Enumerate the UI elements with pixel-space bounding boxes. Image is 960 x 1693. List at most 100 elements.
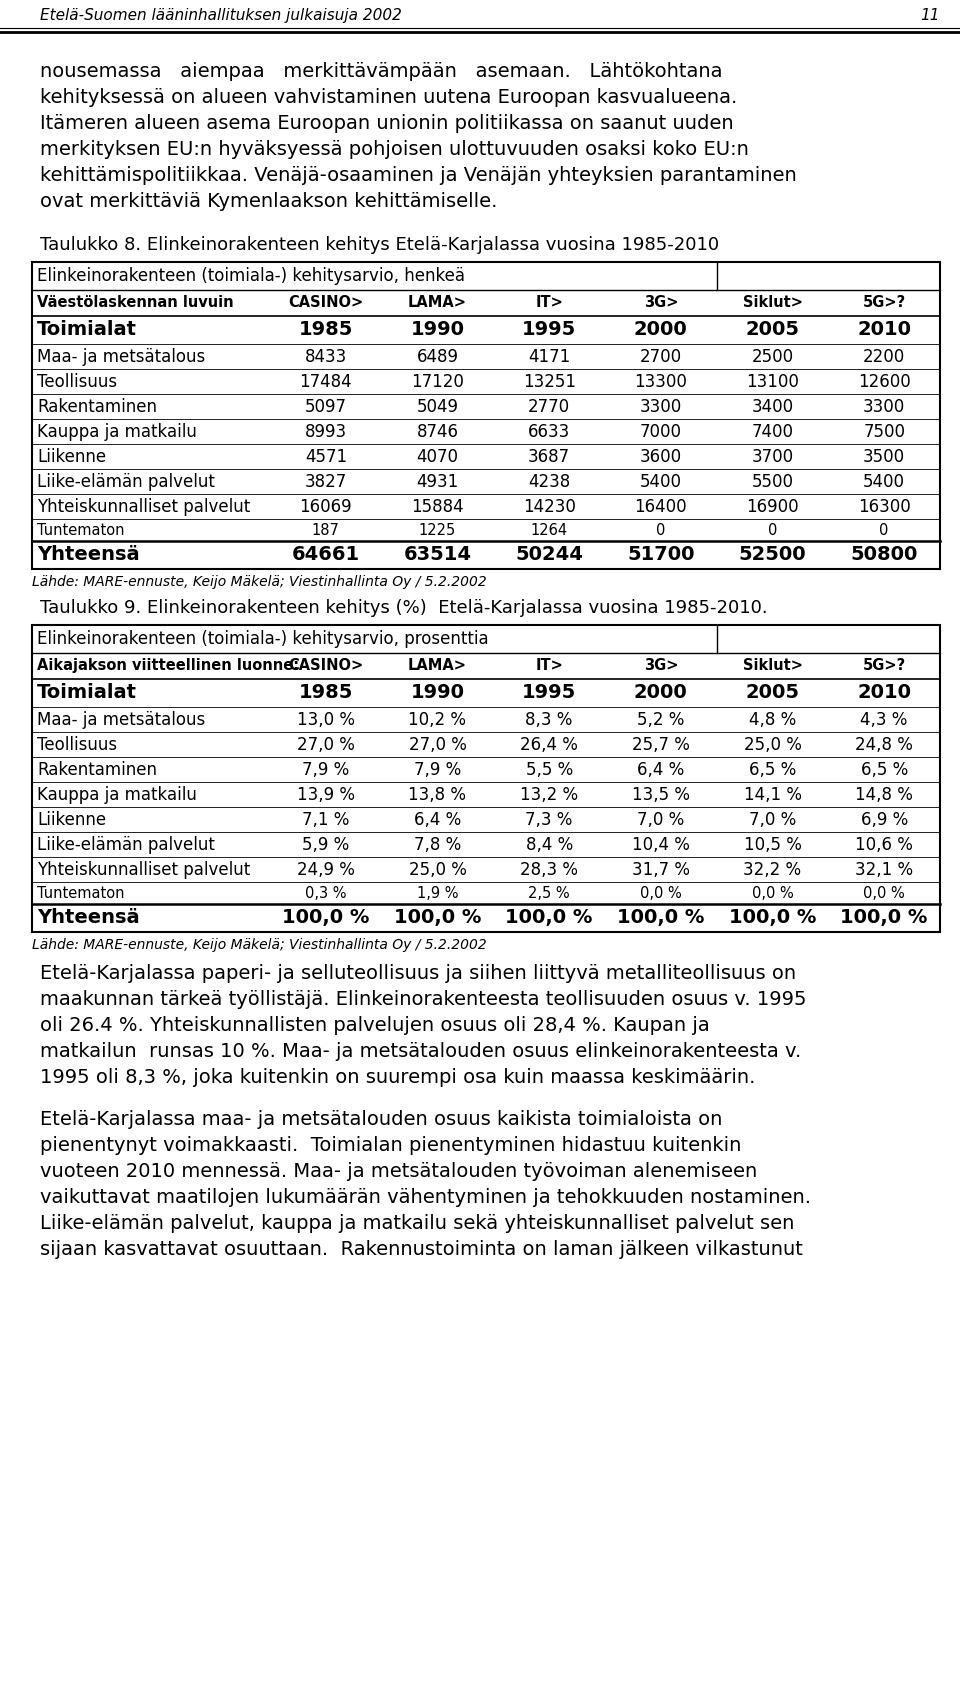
Text: 3600: 3600 [639,449,682,466]
Text: 50800: 50800 [851,545,918,564]
Text: 7,3 %: 7,3 % [525,811,573,830]
Text: 5049: 5049 [417,398,459,416]
Text: 7000: 7000 [639,423,682,440]
Text: 25,7 %: 25,7 % [632,736,690,753]
Text: Teollisuus: Teollisuus [37,736,117,753]
Text: CASINO>: CASINO> [288,659,364,674]
Text: 100,0 %: 100,0 % [506,907,593,928]
Text: 7500: 7500 [863,423,905,440]
Text: 17120: 17120 [411,372,464,391]
Text: 6633: 6633 [528,423,570,440]
Text: 2010: 2010 [857,320,911,339]
Text: Teollisuus: Teollisuus [37,372,117,391]
Text: 25,0 %: 25,0 % [409,862,467,879]
Text: 4171: 4171 [528,349,570,366]
Text: Liike-elämän palvelut: Liike-elämän palvelut [37,472,215,491]
Text: 0,0 %: 0,0 % [863,885,905,901]
Text: 13,8 %: 13,8 % [409,786,467,804]
Text: ovat merkittäviä Kymenlaakson kehittämiselle.: ovat merkittäviä Kymenlaakson kehittämis… [40,191,497,212]
Text: 7,0 %: 7,0 % [637,811,684,830]
Text: 26,4 %: 26,4 % [520,736,578,753]
Text: 8,4 %: 8,4 % [525,836,573,853]
Text: 32,2 %: 32,2 % [743,862,802,879]
Text: 2200: 2200 [863,349,905,366]
Text: 10,4 %: 10,4 % [632,836,690,853]
Text: vaikuttavat maatilojen lukumäärän vähentyminen ja tehokkuuden nostaminen.: vaikuttavat maatilojen lukumäärän vähent… [40,1188,811,1207]
Text: 11: 11 [921,8,940,24]
Text: Yhteiskunnalliset palvelut: Yhteiskunnalliset palvelut [37,498,251,516]
Text: maakunnan tärkeä työllistäjä. Elinkeinorakenteesta teollisuuden osuus v. 1995: maakunnan tärkeä työllistäjä. Elinkeinor… [40,990,806,1009]
Text: 100,0 %: 100,0 % [394,907,481,928]
Text: Liike-elämän palvelut, kauppa ja matkailu sekä yhteiskunnalliset palvelut sen: Liike-elämän palvelut, kauppa ja matkail… [40,1214,794,1233]
Text: 2770: 2770 [528,398,570,416]
Text: 24,8 %: 24,8 % [855,736,913,753]
Text: Aikajakson viitteellinen luonne:: Aikajakson viitteellinen luonne: [37,659,300,674]
Text: 6,4 %: 6,4 % [414,811,461,830]
Text: 6,4 %: 6,4 % [637,760,684,779]
Text: Itämeren alueen asema Euroopan unionin politiikassa on saanut uuden: Itämeren alueen asema Euroopan unionin p… [40,113,733,134]
Text: 0,0 %: 0,0 % [640,885,682,901]
Text: 2000: 2000 [634,320,687,339]
Text: 14230: 14230 [523,498,576,516]
Text: 100,0 %: 100,0 % [840,907,928,928]
Text: 5G>?: 5G>? [862,295,906,310]
Text: matkailun  runsas 10 %. Maa- ja metsätalouden osuus elinkeinorakenteesta v.: matkailun runsas 10 %. Maa- ja metsätalo… [40,1041,802,1062]
Text: Elinkeinorakenteen (toimiala-) kehitysarvio, prosenttia: Elinkeinorakenteen (toimiala-) kehitysar… [37,630,489,648]
Text: 3500: 3500 [863,449,905,466]
Text: 13300: 13300 [635,372,687,391]
Text: 1985: 1985 [299,320,353,339]
Text: 8,3 %: 8,3 % [525,711,573,730]
Text: Väestölaskennan luvuin: Väestölaskennan luvuin [37,295,233,310]
Text: 17484: 17484 [300,372,352,391]
Text: 0: 0 [879,523,889,538]
Text: 51700: 51700 [627,545,695,564]
Text: Yhteensä: Yhteensä [37,545,139,564]
Text: 8746: 8746 [417,423,459,440]
Text: 31,7 %: 31,7 % [632,862,690,879]
Text: Etelä-Suomen lääninhallituksen julkaisuja 2002: Etelä-Suomen lääninhallituksen julkaisuj… [40,8,402,24]
Text: IT>: IT> [536,659,564,674]
Text: 6489: 6489 [417,349,459,366]
Text: Toimialat: Toimialat [37,682,137,703]
Text: IT>: IT> [536,295,564,310]
Text: 16400: 16400 [635,498,687,516]
Text: 7,8 %: 7,8 % [414,836,461,853]
Text: 13,0 %: 13,0 % [297,711,355,730]
Text: 64661: 64661 [292,545,360,564]
Text: 6,9 %: 6,9 % [860,811,908,830]
Text: 5,5 %: 5,5 % [525,760,573,779]
Text: 13100: 13100 [746,372,799,391]
Text: 8993: 8993 [304,423,347,440]
Text: 187: 187 [312,523,340,538]
Text: 13,9 %: 13,9 % [297,786,355,804]
Text: 100,0 %: 100,0 % [282,907,370,928]
Text: CASINO>: CASINO> [288,295,364,310]
Text: 1225: 1225 [419,523,456,538]
Text: 100,0 %: 100,0 % [617,907,705,928]
Text: 5500: 5500 [752,472,794,491]
Text: 3700: 3700 [752,449,794,466]
Text: LAMA>: LAMA> [408,659,467,674]
Text: 13251: 13251 [522,372,576,391]
Text: 7,0 %: 7,0 % [749,811,796,830]
Text: 3300: 3300 [863,398,905,416]
Text: 3827: 3827 [304,472,347,491]
Text: 5,9 %: 5,9 % [302,836,349,853]
Bar [32,262,940,569]
Text: 27,0 %: 27,0 % [297,736,355,753]
Text: pienentynyt voimakkaasti.  Toimialan pienentyminen hidastuu kuitenkin: pienentynyt voimakkaasti. Toimialan pien… [40,1136,741,1155]
Text: 4571: 4571 [304,449,347,466]
Text: 1990: 1990 [411,320,465,339]
Text: Lähde: MARE-ennuste, Keijo Mäkelä; Viestinhallinta Oy / 5.2.2002: Lähde: MARE-ennuste, Keijo Mäkelä; Viest… [32,938,487,951]
Text: 3G>: 3G> [643,295,678,310]
Text: 28,3 %: 28,3 % [520,862,578,879]
Text: 63514: 63514 [403,545,471,564]
Text: 6,5 %: 6,5 % [860,760,908,779]
Text: 1995: 1995 [522,682,576,703]
Text: Tuntematon: Tuntematon [37,885,125,901]
Text: 1995: 1995 [522,320,576,339]
Text: Etelä-Karjalassa maa- ja metsätalouden osuus kaikista toimialoista on: Etelä-Karjalassa maa- ja metsätalouden o… [40,1111,722,1129]
Text: 52500: 52500 [738,545,806,564]
Text: 27,0 %: 27,0 % [409,736,467,753]
Text: 7,9 %: 7,9 % [302,760,349,779]
